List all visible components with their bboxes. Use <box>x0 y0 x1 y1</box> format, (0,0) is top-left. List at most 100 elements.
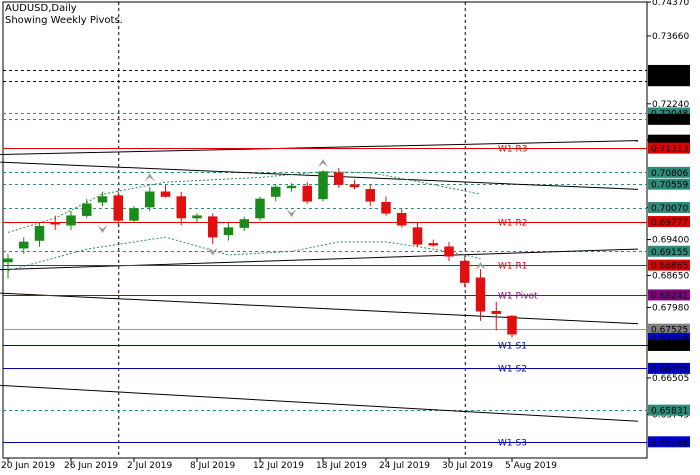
candle-body <box>334 172 344 185</box>
price-tag-label: 0.69777 <box>651 218 688 228</box>
price-tag <box>648 142 690 154</box>
pivot-label: W1 S1 <box>498 342 527 352</box>
x-tick-label: 12 Jul 2019 <box>253 461 304 471</box>
chart-subtitle: Showing Weekly Pivots. <box>5 15 123 26</box>
price-tag <box>648 216 690 228</box>
price-tag <box>648 404 690 416</box>
candle-body <box>192 215 202 219</box>
x-tick-label: 2 Jul 2019 <box>127 461 172 471</box>
price-tag-label: 0.67525 <box>651 326 688 336</box>
price-tag-label: 0.70806 <box>651 169 688 179</box>
candle-body <box>271 186 281 197</box>
candle-body <box>444 246 454 257</box>
price-tag-label: 0.70559 <box>651 181 688 191</box>
candle-body <box>66 215 76 226</box>
price-tag <box>648 436 690 448</box>
pivot-label: W1 R2 <box>498 219 527 229</box>
candle-body <box>428 243 438 246</box>
price-tag <box>648 178 690 190</box>
envelope-upper <box>7 171 481 233</box>
price-tag-label: 0.71313 <box>651 145 688 155</box>
fractal-down-icon <box>286 209 297 218</box>
price-tag-label: 0.68241 <box>651 291 688 301</box>
price-tag-label: 0.72938 <box>651 67 688 77</box>
fractal-up-icon <box>475 261 486 270</box>
price-tag <box>648 166 690 178</box>
price-tag <box>648 134 690 146</box>
y-tick-label: 0.69400 <box>652 236 689 246</box>
price-tag <box>648 202 690 214</box>
price-tag-label: 0.71479 <box>651 137 688 147</box>
candle-body <box>491 311 501 314</box>
candle-body <box>176 196 186 219</box>
y-tick-label: 0.67980 <box>652 303 689 313</box>
x-tick-label: 30 Jul 2019 <box>442 461 493 471</box>
price-tag-label: 0.66705 <box>651 365 688 375</box>
candle-body <box>239 219 249 228</box>
price-tag-label: 0.69155 <box>651 248 688 258</box>
candle-body <box>34 225 45 241</box>
price-tag-label: 0.67185 <box>651 342 688 352</box>
pivot-label: W1 S2 <box>498 365 527 375</box>
candle-body <box>19 241 29 249</box>
fractal-up-icon <box>144 173 155 182</box>
x-tick-label: 20 Jun 2019 <box>1 461 55 471</box>
candle-body <box>255 198 265 219</box>
candle-body <box>113 195 123 221</box>
candle-body <box>381 202 391 214</box>
price-tag <box>648 362 690 374</box>
trendline <box>0 140 639 155</box>
candle-body <box>223 227 234 236</box>
fractal-down-icon <box>207 247 218 256</box>
trendline <box>0 248 639 271</box>
price-tag <box>648 64 690 76</box>
price-tag <box>648 333 690 345</box>
candle-body <box>82 203 92 216</box>
y-tick-label: 0.74370 <box>652 0 689 8</box>
candle-body <box>318 171 328 200</box>
price-tag <box>648 75 690 87</box>
candle-body <box>145 191 155 208</box>
candle-body <box>365 189 375 202</box>
price-tag-label: 0.72723 <box>651 77 688 87</box>
candle-body <box>50 222 60 225</box>
price-tag-label: 0.70070 <box>651 204 688 214</box>
price-tag <box>648 245 690 257</box>
fractal-up-icon <box>318 159 328 168</box>
envelope-lower <box>7 236 481 272</box>
candle-body <box>3 258 13 263</box>
price-tag-label: 0.65169 <box>651 438 688 448</box>
x-tick-label: 5 Aug 2019 <box>505 461 557 471</box>
x-tick-label: 26 Jun 2019 <box>64 461 118 471</box>
x-tick-label: 8 Jul 2019 <box>190 461 235 471</box>
pivot-label: W1 R3 <box>498 145 527 155</box>
y-tick-label: 0.73660 <box>652 32 689 42</box>
plot-frame <box>2 1 648 459</box>
trendline <box>0 384 639 422</box>
candle-body <box>160 191 171 197</box>
fractal-down-icon <box>97 225 108 234</box>
candle-body <box>460 260 470 283</box>
candle-body <box>208 216 218 238</box>
y-tick-label: 0.72240 <box>652 100 689 110</box>
candle-body <box>286 185 297 189</box>
candle-body <box>97 196 108 203</box>
y-tick-label: 0.66505 <box>652 374 689 384</box>
price-tag <box>648 107 690 119</box>
candle-body <box>349 184 360 188</box>
price-tag-label: 0.71915 <box>651 116 688 126</box>
pivot-label: W1 Pivot <box>498 292 538 302</box>
price-tag <box>648 113 690 125</box>
pivot-label: W1 S3 <box>498 439 527 449</box>
candle-body <box>412 227 423 245</box>
candle-body <box>507 315 517 335</box>
x-tick-label: 24 Jul 2019 <box>379 461 430 471</box>
price-tag <box>648 323 690 335</box>
price-tag <box>648 339 690 351</box>
candle-body <box>129 208 139 221</box>
pivot-label: W1 R1 <box>498 262 527 272</box>
price-tag-label: 0.68865 <box>651 262 688 272</box>
candle-body <box>397 213 407 226</box>
price-tag <box>648 289 690 301</box>
